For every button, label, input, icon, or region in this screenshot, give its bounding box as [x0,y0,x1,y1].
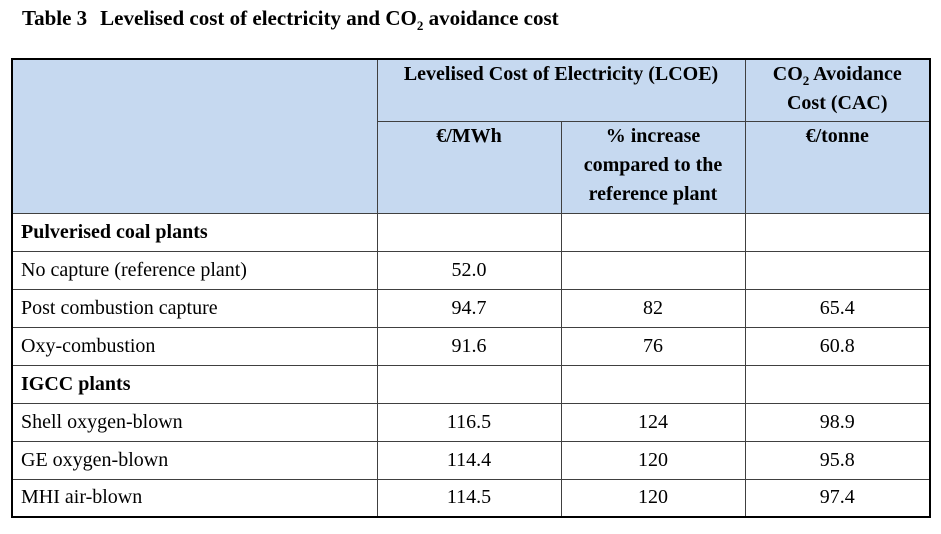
cell-increase: 76 [560,326,746,366]
header-cac-post: Avoidance Cost (CAC) [786,63,902,114]
cell-label: IGCC plants [11,364,378,404]
cell-lcoe: 94.7 [376,288,562,328]
header-cac: CO2 Avoidance Cost (CAC) [744,58,931,122]
cell-lcoe: 114.4 [376,440,562,480]
cell-lcoe: 52.0 [376,250,562,290]
header-cac-subscript: 2 [802,73,810,88]
cell-cac: 65.4 [744,288,931,328]
cell-label: GE oxygen-blown [11,440,378,480]
cell-increase: 120 [560,440,746,480]
cell-cac: 95.8 [744,440,931,480]
cell-lcoe: 114.5 [376,478,562,518]
cell-increase [560,212,746,252]
header-unit-cac: €/tonne [744,120,931,214]
cell-cac: 98.9 [744,402,931,442]
cell-label: Post combustion capture [11,288,378,328]
caption-text-post: avoidance cost [423,6,559,30]
cell-lcoe: 91.6 [376,326,562,366]
caption-text-pre: Levelised cost of electricity and CO [100,6,417,30]
row-post-combustion-capture: Post combustion capture 94.7 82 65.4 [11,288,931,328]
caption-co2-subscript: 2 [416,18,424,34]
cell-cac: 60.8 [744,326,931,366]
cell-lcoe: 116.5 [376,402,562,442]
cell-cac: 97.4 [744,478,931,518]
cell-label: Oxy-combustion [11,326,378,366]
cell-label: Shell oxygen-blown [11,402,378,442]
row-igcc-plants: IGCC plants [11,364,931,404]
cell-cac [744,364,931,404]
cell-increase [560,364,746,404]
header-lcoe: Levelised Cost of Electricity (LCOE) [376,58,746,122]
row-oxy-combustion: Oxy-combustion 91.6 76 60.8 [11,326,931,366]
header-corner-empty [11,58,378,214]
row-ge-oxygen-blown: GE oxygen-blown 114.4 120 95.8 [11,440,931,480]
cell-increase: 124 [560,402,746,442]
header-cac-pre: CO [772,63,803,85]
header-lcoe-label: Levelised Cost of Electricity (LCOE) [403,63,719,85]
caption-text: Levelised cost of electricity and CO2 av… [100,6,559,34]
cell-label: Pulverised coal plants [11,212,378,252]
cost-table: Levelised Cost of Electricity (LCOE) CO2… [11,58,931,518]
header-row-groups: Levelised Cost of Electricity (LCOE) CO2… [11,58,931,214]
row-no-capture-reference-plant: No capture (reference plant) 52.0 [11,250,931,290]
caption-label: Table 3 [22,6,88,30]
row-mhi-air-blown: MHI air-blown 114.5 120 97.4 [11,478,931,518]
cell-cac [744,250,931,290]
cell-increase: 82 [560,288,746,328]
header-row-units: €/MWh % increase compared to the referen… [12,120,931,214]
cell-label: MHI air-blown [11,478,378,518]
row-shell-oxygen-blown: Shell oxygen-blown 116.5 124 98.9 [11,402,931,442]
cell-increase [560,250,746,290]
cell-label: No capture (reference plant) [11,250,378,290]
row-pulverised-coal-plants: Pulverised coal plants [11,212,931,252]
cell-lcoe [376,364,562,404]
cell-lcoe [376,212,562,252]
header-unit-increase: % increase compared to the reference pla… [560,120,746,214]
header-unit-lcoe: €/MWh [376,120,562,214]
table-caption: Table 3 Levelised cost of electricity and… [22,6,559,34]
cell-cac [744,212,931,252]
cell-increase: 120 [560,478,746,518]
